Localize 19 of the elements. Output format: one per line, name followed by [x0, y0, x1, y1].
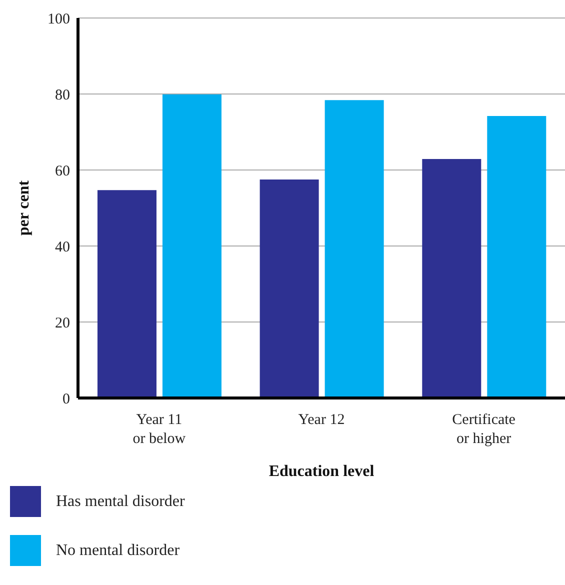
bar [487, 116, 546, 398]
y-tick-label: 0 [62, 391, 70, 408]
legend-label: No mental disorder [55, 540, 181, 560]
bar [162, 94, 222, 398]
bar [260, 180, 319, 398]
y-axis-title: per cent [16, 180, 33, 236]
y-tick-label: 60 [55, 163, 70, 180]
x-tick-label: Certificate or higher [452, 412, 516, 447]
legend-label: Has mental disorder [55, 492, 186, 512]
x-tick-label: Year 11 or below [132, 412, 186, 447]
y-tick-label: 80 [55, 87, 70, 104]
y-tick-label: 20 [55, 315, 70, 332]
bar [422, 158, 482, 398]
bar [97, 190, 156, 398]
x-tick-label: Year 12 [298, 412, 345, 428]
y-tick-label: 100 [48, 11, 70, 28]
bar [324, 100, 384, 398]
x-axis-title: Education level [268, 463, 375, 480]
y-tick-label: 40 [55, 239, 70, 256]
